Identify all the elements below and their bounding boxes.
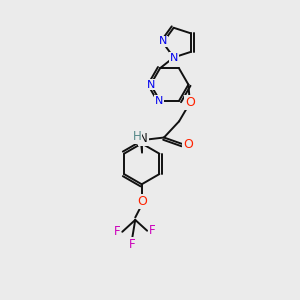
Text: N: N: [139, 132, 148, 145]
Text: O: O: [183, 137, 193, 151]
Text: N: N: [146, 80, 155, 90]
Text: O: O: [185, 97, 195, 110]
Text: O: O: [137, 195, 147, 208]
Text: N: N: [159, 36, 167, 46]
Text: H: H: [133, 130, 141, 142]
Text: N: N: [169, 53, 178, 63]
Text: F: F: [129, 238, 135, 251]
Text: F: F: [149, 224, 156, 237]
Text: F: F: [114, 225, 120, 238]
Text: N: N: [155, 96, 163, 106]
